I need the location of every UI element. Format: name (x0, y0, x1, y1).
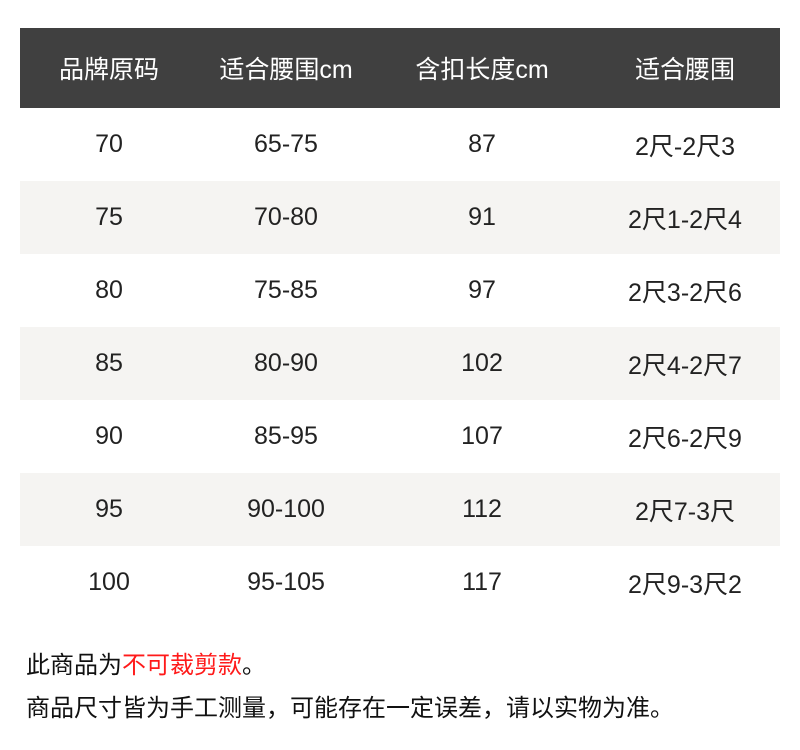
table-cell: 90 (95, 422, 123, 450)
table-cell: 70 (95, 130, 123, 158)
header-cell: 适合腰围cm (219, 56, 353, 84)
table-cell: 65-75 (254, 130, 318, 158)
header-cell: 适合腰围 (634, 56, 735, 84)
table-cell: 2尺-2尺3 (634, 132, 736, 161)
table-cell: 75-85 (254, 276, 318, 304)
table-row: 95 90-100 112 2尺7-3尺 (20, 473, 780, 546)
notes: 此商品为不可裁剪款。 商品尺寸皆为手工测量，可能存在一定误差，请以实物为准。 (26, 644, 674, 730)
header-cell: 品牌原码 (58, 56, 159, 84)
table-cell: 2尺3-2尺6 (628, 278, 742, 307)
table-cell: 90-100 (247, 495, 325, 523)
table-cell: 87 (468, 130, 496, 158)
table-cell: 95 (95, 495, 123, 523)
table-header: 品牌原码 适合腰围cm 含扣长度cm 适合腰围 (20, 28, 780, 108)
table-row: 70 65-75 87 2尺-2尺3 (20, 108, 780, 181)
table-cell: 70-80 (254, 203, 318, 231)
note-line-2: 商品尺寸皆为手工测量，可能存在一定误差，请以实物为准。 (26, 695, 674, 722)
table-cell: 100 (88, 568, 130, 596)
table-cell: 2尺6-2尺9 (628, 424, 742, 453)
table-cell: 97 (468, 276, 496, 304)
table-cell: 2尺1-2尺4 (628, 205, 742, 234)
table-cell: 85 (95, 349, 123, 377)
table-cell: 112 (462, 495, 502, 523)
note-line-1: 此商品为不可裁剪款。 (26, 644, 674, 687)
table-cell: 107 (461, 422, 503, 450)
table-cell: 80-90 (254, 349, 318, 377)
header-cell: 含扣长度cm (415, 56, 549, 84)
table-cell: 95-105 (247, 568, 325, 596)
table-cell: 85-95 (254, 422, 318, 450)
size-table: 品牌原码 适合腰围cm 含扣长度cm 适合腰围 70 65-75 87 2尺-2尺3 7… (20, 28, 780, 619)
table-row: 75 70-80 91 2尺1-2尺4 (20, 181, 780, 254)
note-highlight: 不可裁剪款 (122, 652, 242, 679)
table-row: 85 80-90 102 2尺4-2尺7 (20, 327, 780, 400)
table-cell: 2尺7-3尺 (634, 497, 736, 526)
table-cell: 102 (461, 349, 503, 377)
note-text: 。 (242, 652, 266, 679)
table-cell: 117 (462, 568, 502, 596)
table-cell: 2尺4-2尺7 (628, 351, 742, 380)
table-cell: 2尺9-3尺2 (628, 570, 742, 599)
table-row: 80 75-85 97 2尺3-2尺6 (20, 254, 780, 327)
table-cell: 75 (95, 203, 123, 231)
table-cell: 80 (95, 276, 123, 304)
table-row: 90 85-95 107 2尺6-2尺9 (20, 400, 780, 473)
table-row: 100 95-105 117 2尺9-3尺2 (20, 546, 780, 619)
table-cell: 91 (468, 203, 496, 231)
note-text: 此商品为 (26, 652, 122, 679)
